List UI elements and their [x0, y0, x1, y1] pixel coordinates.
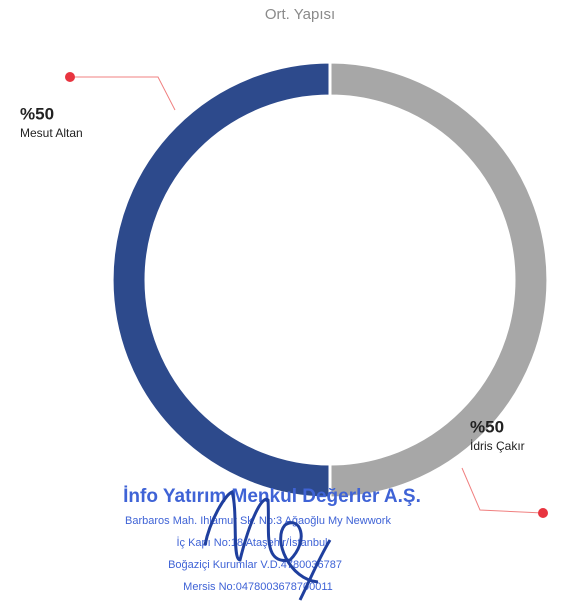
- value-label: %50: [470, 417, 504, 436]
- value-label: %50: [20, 104, 54, 123]
- chart-title: Ort. Yapısı: [265, 6, 335, 23]
- stamp: İnfo Yatırım Menkul Değerler A.Ş. Barbar…: [123, 486, 421, 601]
- leader-dot: [538, 508, 548, 518]
- stamp-title: İnfo Yatırım Menkul Değerler A.Ş.: [123, 486, 421, 507]
- category-label: Mesut Altan: [20, 126, 83, 140]
- signature: [203, 489, 332, 601]
- leader-line: [70, 76, 176, 111]
- leader-line: [461, 467, 544, 514]
- labels: %50 İdris Çakır %50 Mesut Altan: [20, 72, 548, 518]
- stamp-line: Barbaros Mah. Ihlamur Sk. No:3 Ağaoğlu M…: [125, 515, 391, 527]
- stamp-line: Boğaziçi Kurumlar V.D.4780036787: [168, 559, 342, 571]
- stamp-line: Mersis No:0478003678700011: [183, 581, 333, 593]
- donut: [110, 60, 550, 500]
- donut-slice: [328, 60, 550, 500]
- leader-dot: [65, 72, 75, 82]
- stamp-line: İç Kapı No:18 Ataşehir/İstanbul: [176, 536, 327, 549]
- category-label: İdris Çakır: [470, 439, 525, 453]
- donut-slice: [110, 60, 332, 500]
